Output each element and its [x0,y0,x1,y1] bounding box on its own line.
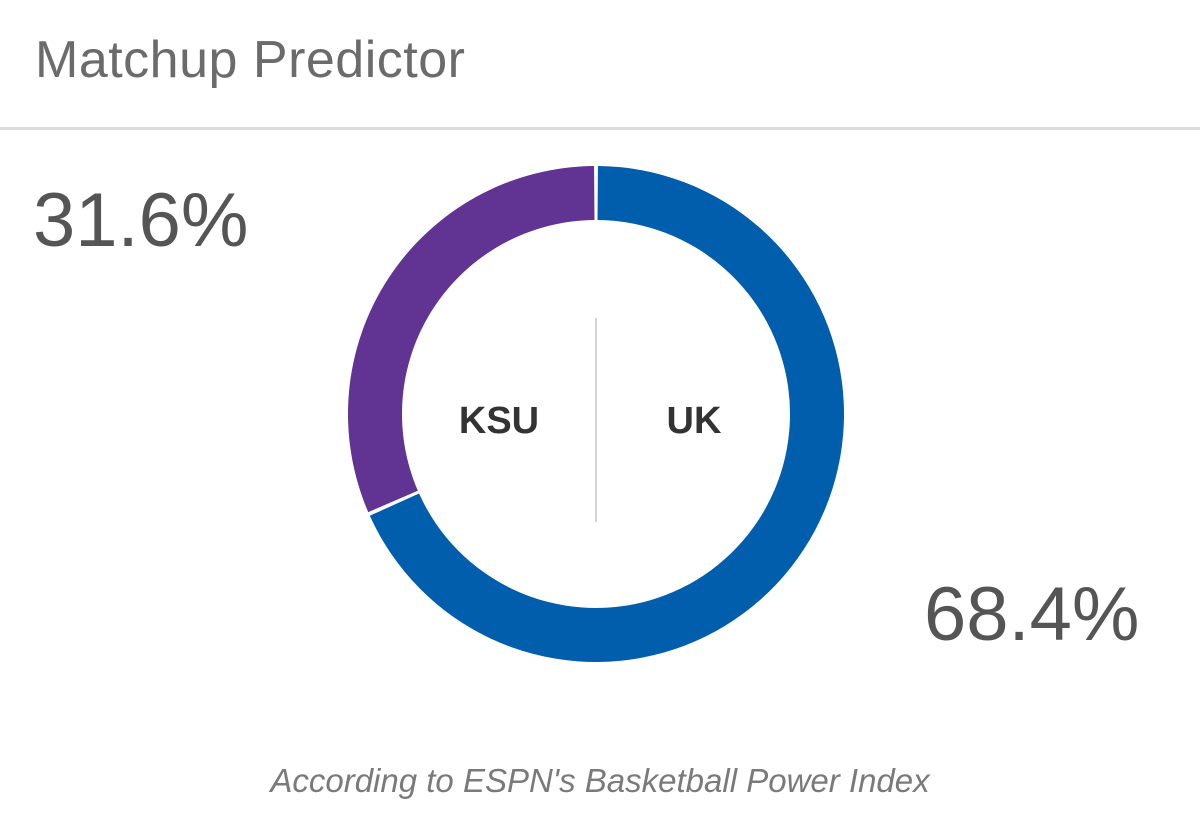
source-note: According to ESPN's Basketball Power Ind… [270,762,930,799]
ksu-slice [348,166,595,513]
uk-probability-label: 68.4% [924,572,1140,657]
donut-slices [348,166,845,663]
page-title: Matchup Predictor [35,31,466,89]
ksu-probability-label: 31.6% [33,178,249,263]
ksu-team-label: KSU [459,400,539,442]
header: Matchup Predictor [0,0,1200,130]
uk-team-label: UK [667,400,722,442]
